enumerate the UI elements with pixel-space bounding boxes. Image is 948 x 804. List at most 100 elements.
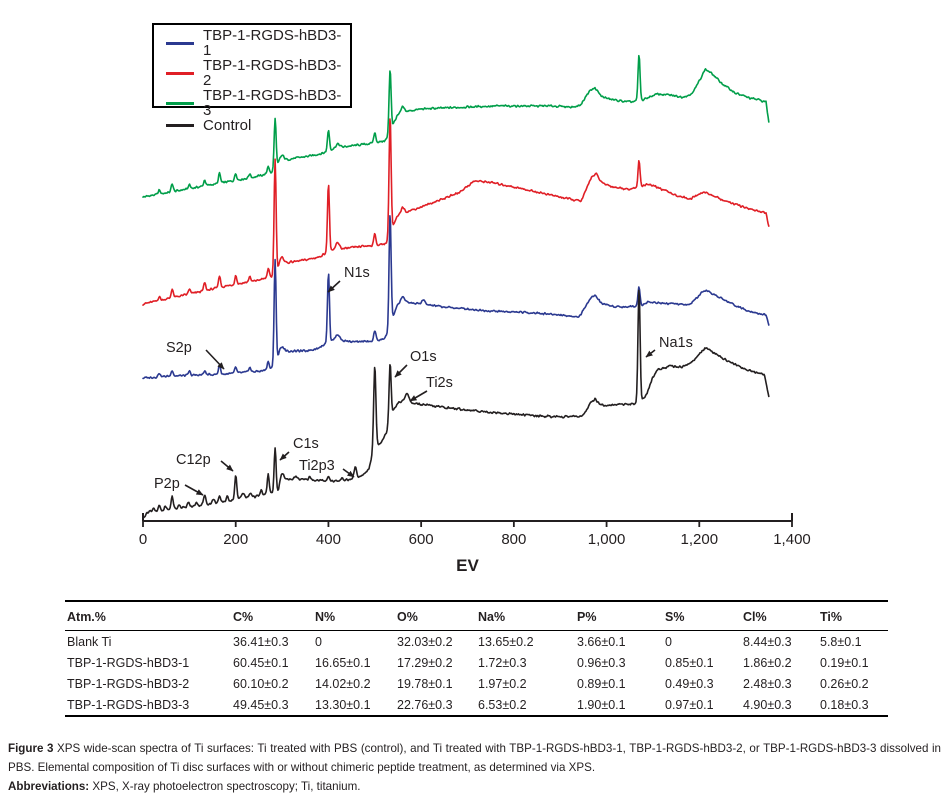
table-cell: 22.76±0.3 <box>397 697 453 712</box>
peak-arrow-c12p <box>220 460 234 472</box>
table-cell: 2.48±0.3 <box>743 676 792 691</box>
table-cell: 1.86±0.2 <box>743 655 792 670</box>
series-line-tbp-1-rgds-hbd3-2 <box>142 118 770 306</box>
column-header: Ti% <box>818 601 888 631</box>
table-cell: 0.26±0.2 <box>820 676 869 691</box>
peak-arrow-na1s <box>645 349 656 358</box>
legend-swatch <box>166 71 194 75</box>
abbreviations-label: Abbreviations: <box>8 779 90 793</box>
peak-label-p2p: P2p <box>154 476 180 492</box>
peak-label-c12p: C12p <box>176 452 211 468</box>
table-cell: 1.72±0.3 <box>478 655 527 670</box>
x-tick-label: 400 <box>316 531 341 548</box>
peak-label-o1s: O1s <box>410 349 437 365</box>
table-cell: 13.65±0.2 <box>478 634 534 649</box>
peak-arrow-ti2s <box>409 390 428 402</box>
peak-arrow-c1s <box>279 451 290 461</box>
table-row: TBP-1-RGDS-hBD3-2 60.10±0.2 14.02±0.2 19.78… <box>65 673 888 694</box>
table-cell: 0 <box>315 634 322 649</box>
column-header: Atm.% <box>65 601 231 631</box>
x-tick-label: 600 <box>409 531 434 548</box>
table-header: Atm.% C% N% O% Na% P% S% Cl% Ti% <box>65 601 888 631</box>
table-cell: 0.19±0.1 <box>820 655 869 670</box>
xps-spectra-chart: 0 200 400 600 800 1,000 1,200 1,400 EV S2p N1s O1s T… <box>139 54 811 575</box>
column-header: O% <box>395 601 476 631</box>
table-cell: 0.49±0.3 <box>665 676 714 691</box>
x-tick-label: 1,400 <box>773 531 811 548</box>
x-axis: 0 200 400 600 800 1,000 1,200 1,400 EV <box>139 513 811 575</box>
peak-label-n1s: N1s <box>344 265 370 281</box>
x-tick-label: 0 <box>139 531 147 548</box>
column-header: N% <box>313 601 395 631</box>
table-cell: 36.41±0.3 <box>233 634 289 649</box>
table-cell: 0.97±0.1 <box>665 697 714 712</box>
series-line-tbp-1-rgds-hbd3-1 <box>142 215 770 380</box>
peak-arrow-ti2p3 <box>342 468 355 478</box>
x-tick-label: 1,200 <box>681 531 719 548</box>
legend-item-0: TBP-1-RGDS-hBD3-1 <box>166 28 346 58</box>
legend-label: TBP-1-RGDS-hBD3-3 <box>203 87 342 119</box>
table-cell: TBP-1-RGDS-hBD3-2 <box>67 676 190 691</box>
peak-label-s2p: S2p <box>166 340 192 356</box>
legend-swatch <box>166 101 194 105</box>
x-axis-title: EV <box>456 556 479 575</box>
table-cell: 19.78±0.1 <box>397 676 453 691</box>
table-row: Blank Ti 36.41±0.3 0 32.03±0.2 13.65±0.2 3.66… <box>65 631 888 653</box>
abbreviations-text: XPS, X-ray photoelectron spectroscopy; T… <box>92 779 361 793</box>
table-cell: 60.10±0.2 <box>233 676 289 691</box>
legend-label: TBP-1-RGDS-hBD3-2 <box>203 57 342 89</box>
table-cell: 32.03±0.2 <box>397 634 453 649</box>
table-cell: 8.44±0.3 <box>743 634 792 649</box>
series-line-tbp-1-rgds-hbd3-3 <box>142 54 770 198</box>
table-cell: 14.02±0.2 <box>315 676 371 691</box>
chart-legend: TBP-1-RGDS-hBD3-1 TBP-1-RGDS-hBD3-2 TBP-1-… <box>152 23 352 133</box>
table-cell: 1.90±0.1 <box>577 697 626 712</box>
table-cell: 13.30±0.1 <box>315 697 371 712</box>
legend-item-1: TBP-1-RGDS-hBD3-2 <box>166 58 346 88</box>
column-header: Na% <box>476 601 575 631</box>
table-cell: 0 <box>665 634 672 649</box>
peak-arrow-n1s <box>327 280 341 293</box>
legend-item-3: Control <box>166 118 346 133</box>
figure-label: Figure 3 <box>8 742 54 755</box>
table-cell: 0.89±0.1 <box>577 676 626 691</box>
table-cell: 1.97±0.2 <box>478 676 527 691</box>
legend-item-2: TBP-1-RGDS-hBD3-3 <box>166 88 346 118</box>
peak-arrow-o1s <box>394 364 408 378</box>
table-cell: 60.45±0.1 <box>233 655 289 670</box>
column-header: Cl% <box>741 601 818 631</box>
table-cell: Blank Ti <box>67 634 112 649</box>
caption-main: Figure 3 XPS wide-scan spectra of Ti sur… <box>8 740 941 778</box>
peak-arrow-s2p <box>205 349 225 370</box>
peak-label-ti2p3: Ti2p3 <box>299 458 335 474</box>
caption-text: XPS wide-scan spectra of Ti surfaces: Ti… <box>8 742 941 774</box>
table-cell: 5.8±0.1 <box>820 634 862 649</box>
table-cell: 0.96±0.3 <box>577 655 626 670</box>
legend-swatch <box>166 124 194 127</box>
column-header: S% <box>663 601 741 631</box>
table-cell: 6.53±0.2 <box>478 697 527 712</box>
column-header: C% <box>231 601 313 631</box>
peak-label-c1s: C1s <box>293 436 319 452</box>
x-tick-label: 200 <box>223 531 248 548</box>
table-cell: 4.90±0.3 <box>743 697 792 712</box>
peak-label-ti2s: Ti2s <box>426 375 453 391</box>
legend-label: TBP-1-RGDS-hBD3-1 <box>203 27 342 59</box>
legend-swatch <box>166 41 194 45</box>
legend-label: Control <box>203 117 252 134</box>
table-row: TBP-1-RGDS-hBD3-3 49.45±0.3 13.30±0.1 22.76… <box>65 694 888 716</box>
series-line-control <box>142 289 770 520</box>
table-cell: 3.66±0.1 <box>577 634 626 649</box>
table-cell: 16.65±0.1 <box>315 655 371 670</box>
composition-table: Atm.% C% N% O% Na% P% S% Cl% Ti% Blank Ti 36.41±0… <box>65 600 888 717</box>
column-header: P% <box>575 601 663 631</box>
table-cell: 0.85±0.1 <box>665 655 714 670</box>
peak-arrow-p2p <box>184 484 204 496</box>
table-cell: 17.29±0.2 <box>397 655 453 670</box>
table-row: TBP-1-RGDS-hBD3-1 60.45±0.1 16.65±0.1 17.29… <box>65 652 888 673</box>
composition-table-wrap: Atm.% C% N% O% Na% P% S% Cl% Ti% Blank Ti 36.41±0… <box>65 600 888 717</box>
x-tick-label: 800 <box>501 531 526 548</box>
peak-label-na1s: Na1s <box>659 335 693 351</box>
table-cell: 49.45±0.3 <box>233 697 289 712</box>
